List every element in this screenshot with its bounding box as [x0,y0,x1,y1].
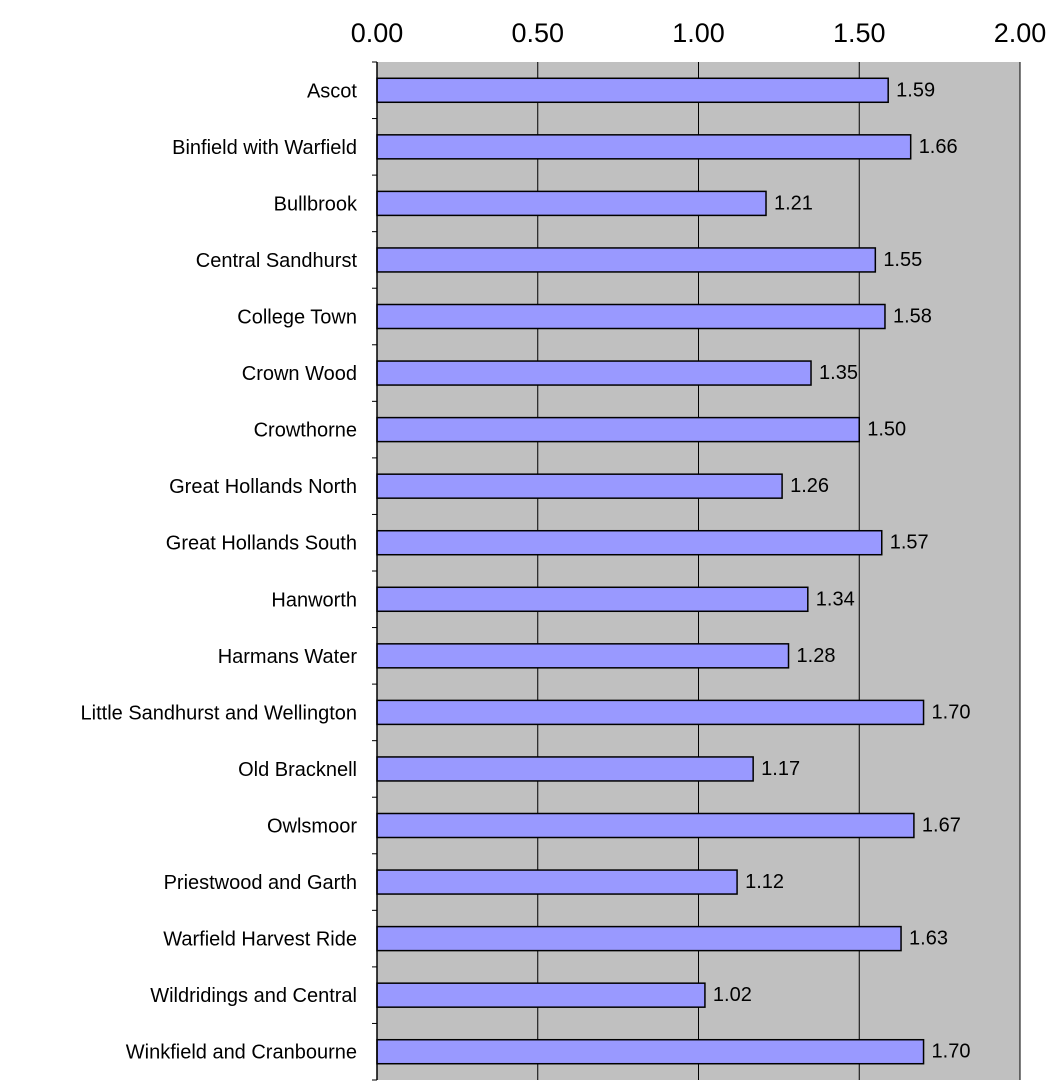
data-label: 1.28 [797,645,836,667]
category-label: Binfield with Warfield [172,137,357,159]
bar [376,247,877,273]
data-label: 1.57 [890,532,929,554]
bar [376,134,912,160]
bar [376,1038,925,1065]
data-label: 1.35 [819,362,858,384]
data-labels: 1.59 1.66 1.21 1.55 1.58 1.35 1.50 1.26 1.57 1.34… [713,79,971,1062]
data-label: 1.26 [790,475,829,497]
data-label: 1.66 [919,136,958,158]
bar [376,586,809,613]
category-label: Crowthorne [254,420,357,442]
data-label: 1.70 [932,701,971,723]
x-tick-label: 1.50 [833,18,886,48]
category-label: Hanworth [271,589,357,611]
bar [376,77,889,104]
category-label: Ascot [307,80,357,102]
category-label: Great Hollands North [169,476,357,498]
value-axis-ticks: 0.00 0.50 1.00 1.50 2.00 [351,18,1047,48]
category-label: Bullbrook [274,193,358,215]
category-label: Warfield Harvest Ride [163,929,357,951]
category-labels: Ascot Binfield with Warfield Bullbrook Cent… [81,80,358,1063]
bar [376,529,883,556]
bar [376,812,915,839]
x-tick-label: 0.50 [511,18,564,48]
category-label: Central Sandhurst [196,250,358,272]
category-label: Priestwood and Garth [164,872,357,894]
bar [376,699,925,726]
data-label: 1.55 [883,249,922,271]
bars [376,77,925,1065]
category-label: Great Hollands South [166,533,357,555]
data-label: 1.50 [867,419,906,441]
data-label: 1.70 [932,1041,971,1063]
x-tick-label: 1.00 [672,18,725,48]
bar [376,416,860,443]
data-label: 1.02 [713,984,752,1006]
data-label: 1.17 [761,758,800,780]
bar [376,360,812,386]
data-label: 1.21 [774,192,813,214]
bar [376,925,902,952]
bar [376,756,754,782]
bar [376,303,886,330]
bar [376,869,738,895]
data-label: 1.63 [909,928,948,950]
bar [376,473,783,499]
category-label: Little Sandhurst and Wellington [81,702,357,724]
category-label: Old Bracknell [238,759,357,781]
bar [376,982,706,1008]
category-label: Owlsmoor [267,816,357,838]
x-tick-label: 2.00 [994,18,1047,48]
data-label: 1.34 [816,588,855,610]
data-label: 1.59 [896,79,935,101]
bar [376,643,790,669]
data-label: 1.58 [893,306,932,328]
category-label: Wildridings and Central [150,985,357,1007]
grid-lines [537,62,1021,1080]
category-label: Crown Wood [242,363,357,385]
category-label: Winkfield and Cranbourne [126,1042,357,1064]
category-label: Harmans Water [218,646,358,668]
x-tick-label: 0.00 [351,18,404,48]
data-label: 1.67 [922,815,961,837]
data-label: 1.12 [745,871,784,893]
bar [376,190,767,217]
category-axis [372,61,378,1081]
category-label: College Town [237,307,357,329]
